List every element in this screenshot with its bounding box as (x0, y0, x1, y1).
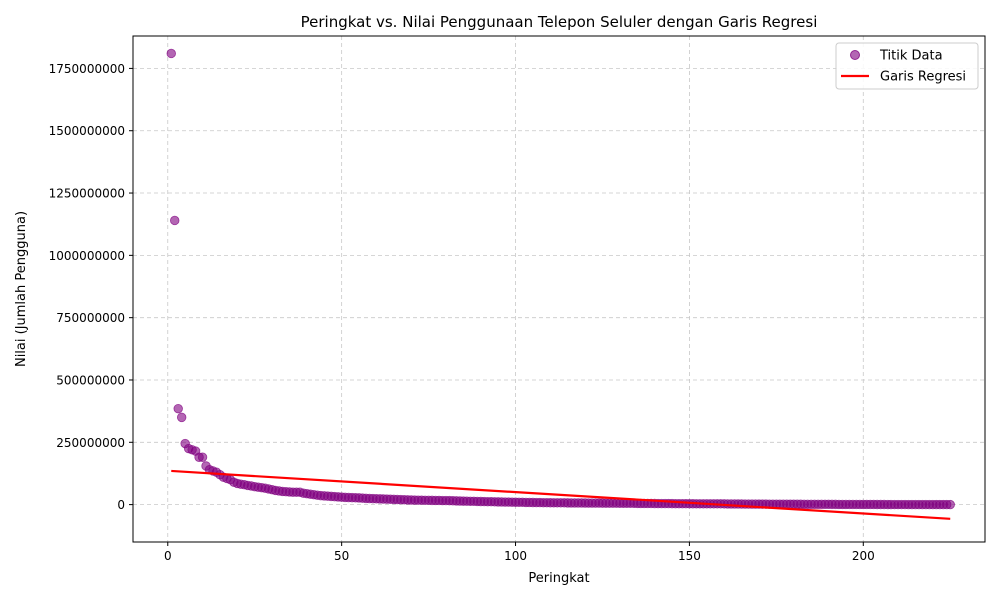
y-tick-label: 250000000 (56, 436, 125, 450)
y-tick-label: 500000000 (56, 373, 125, 387)
plot-frame (132, 35, 986, 543)
regression-line-group (171, 469, 951, 520)
x-tick-label: 100 (504, 549, 527, 563)
data-point (197, 452, 208, 462)
x-tick-label: 0 (164, 549, 172, 563)
data-points (166, 48, 955, 510)
y-tick-label: 1750000000 (49, 62, 125, 76)
legend-label-points: Titik Data (879, 49, 943, 64)
x-tick-label: 200 (852, 549, 875, 563)
x-axis-ticks: 0 50 100 150 200 (164, 542, 875, 563)
legend: Titik Data Garis Regresi (835, 42, 979, 90)
data-point (170, 215, 180, 226)
y-tick-label: 750000000 (56, 311, 125, 325)
data-point (176, 412, 187, 423)
y-axis-ticks: 0 250000000 500000000 750000000 1000000000 12… (49, 62, 133, 512)
chart-title: Peringkat vs. Nilai Penggunaan Telepon S… (301, 13, 818, 31)
regression-line (171, 469, 951, 520)
y-tick-label: 1500000000 (49, 124, 125, 138)
legend-marker-points (850, 50, 860, 60)
x-tick-label: 50 (334, 549, 349, 563)
legend-box (835, 42, 979, 90)
data-point (945, 499, 955, 510)
data-point (173, 403, 183, 414)
y-tick-label: 0 (117, 498, 125, 512)
y-tick-label: 1250000000 (49, 187, 125, 201)
x-tick-label: 150 (678, 549, 701, 563)
y-axis-label: Nilai (Jumlah Pengguna) (14, 211, 29, 367)
y-tick-label: 1000000000 (49, 249, 125, 263)
data-point (166, 48, 176, 59)
x-axis-label: Peringkat (528, 571, 589, 586)
legend-label-regression: Garis Regresi (880, 70, 966, 85)
